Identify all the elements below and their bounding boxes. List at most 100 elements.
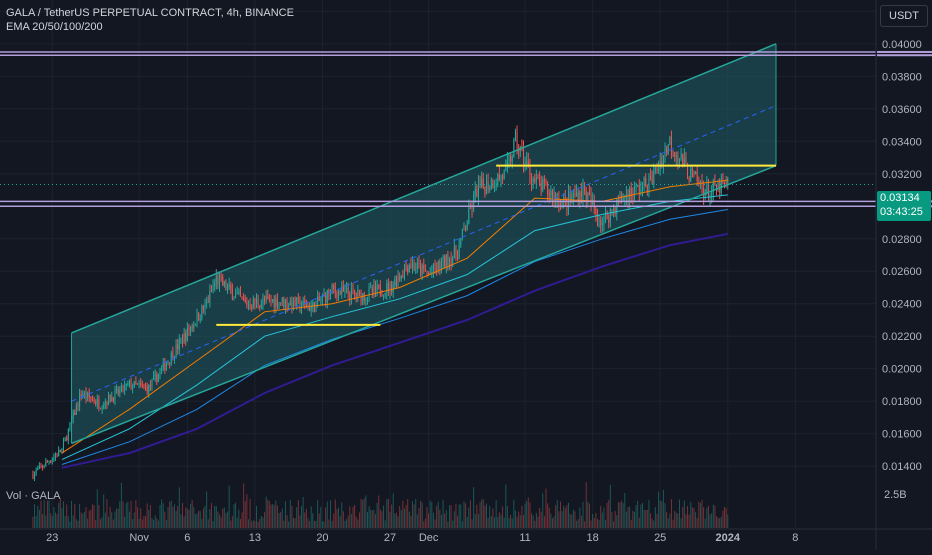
volume-bar <box>387 498 389 528</box>
candle-body <box>270 298 272 302</box>
volume-bar <box>125 503 127 528</box>
candle-body <box>637 185 639 187</box>
y-tick-label: 0.04000 <box>882 39 922 51</box>
volume-bar <box>606 502 608 528</box>
volume-bar <box>210 502 212 528</box>
volume-bar <box>358 512 360 528</box>
candle-body <box>264 298 266 301</box>
candle-body <box>309 305 311 311</box>
candle-body <box>394 279 396 286</box>
candle-body <box>693 170 695 175</box>
candle-body <box>172 352 174 360</box>
volume-bar <box>51 516 53 528</box>
candle-body <box>717 183 719 191</box>
candle-body <box>257 299 259 306</box>
candle-body <box>117 388 119 394</box>
volume-bar <box>275 500 277 528</box>
candle-body <box>638 185 640 194</box>
volume-bar <box>516 516 518 528</box>
candle-body <box>400 275 402 279</box>
y-tick-label: 0.03200 <box>882 169 922 181</box>
candle-body <box>90 397 92 400</box>
candle-body <box>284 300 286 308</box>
candle-body <box>682 154 684 167</box>
candle-body <box>490 179 492 188</box>
volume-bar <box>376 502 378 528</box>
volume-bar <box>307 518 309 528</box>
candle-body <box>135 381 137 384</box>
volume-bar <box>632 510 634 528</box>
volume-max-label: 2.5B <box>884 489 907 501</box>
candle-body <box>371 287 373 293</box>
volume-bar <box>170 500 172 528</box>
candle-body <box>420 264 422 275</box>
volume-bar <box>32 516 34 528</box>
volume-bar <box>344 520 346 528</box>
volume-bar <box>244 501 246 528</box>
candle-body <box>513 139 515 157</box>
currency-button[interactable]: USDT <box>880 5 928 27</box>
volume-bar <box>207 519 209 528</box>
volume-bar <box>85 507 87 528</box>
candle-body <box>412 263 414 268</box>
candle-body <box>69 422 71 430</box>
volume-bar <box>371 510 373 528</box>
candle-body <box>288 305 290 308</box>
candle-body <box>498 174 500 180</box>
candle-body <box>434 263 436 269</box>
volume-bar <box>173 504 175 528</box>
volume-bar <box>688 514 690 528</box>
volume-bar <box>519 515 521 528</box>
volume-bar <box>637 500 639 528</box>
volume-bar <box>617 502 619 528</box>
candle-body <box>317 296 319 302</box>
candle-body <box>452 257 454 265</box>
candle-body <box>415 268 417 270</box>
volume-bar <box>91 504 93 528</box>
volume-bar <box>486 503 487 528</box>
volume-label[interactable]: Vol · GALA <box>6 490 61 502</box>
candle-body <box>457 254 459 260</box>
volume-bar <box>436 505 438 528</box>
volume-bar <box>302 496 304 528</box>
candle-body <box>61 448 63 453</box>
candle-body <box>429 273 431 275</box>
candle-body <box>407 268 409 272</box>
candle-body <box>561 200 563 207</box>
candle-body <box>579 191 581 202</box>
volume-bar <box>465 503 467 528</box>
candle-body <box>143 384 145 387</box>
volume-bar <box>482 499 484 528</box>
candle-body <box>675 155 677 157</box>
y-tick-label: 0.03600 <box>882 104 922 116</box>
volume-bar <box>329 500 331 528</box>
candle-body <box>418 262 420 265</box>
candle-body <box>278 302 280 308</box>
volume-bar <box>555 505 557 528</box>
volume-bar <box>112 519 114 528</box>
last-price-value: 0.03134 <box>880 192 920 204</box>
candle-body <box>426 271 428 274</box>
volume-bar <box>193 507 195 528</box>
volume-bar <box>265 496 267 528</box>
candle-body <box>214 283 216 287</box>
candle-body <box>656 168 658 171</box>
volume-bar <box>88 510 90 528</box>
candle-body <box>633 186 635 197</box>
candle-body <box>691 168 693 171</box>
candle-body <box>596 213 598 222</box>
candle-body <box>725 182 727 184</box>
volume-bar <box>45 515 47 528</box>
candle-body <box>75 405 77 415</box>
candle-body <box>46 461 48 463</box>
candle-body <box>310 305 312 311</box>
candle-body <box>701 181 703 189</box>
volume-bar <box>611 512 613 528</box>
candle-body <box>53 457 55 460</box>
volume-bar <box>182 502 184 528</box>
volume-bar <box>717 517 719 528</box>
candle-body <box>238 291 240 294</box>
volume-bar <box>339 516 341 528</box>
